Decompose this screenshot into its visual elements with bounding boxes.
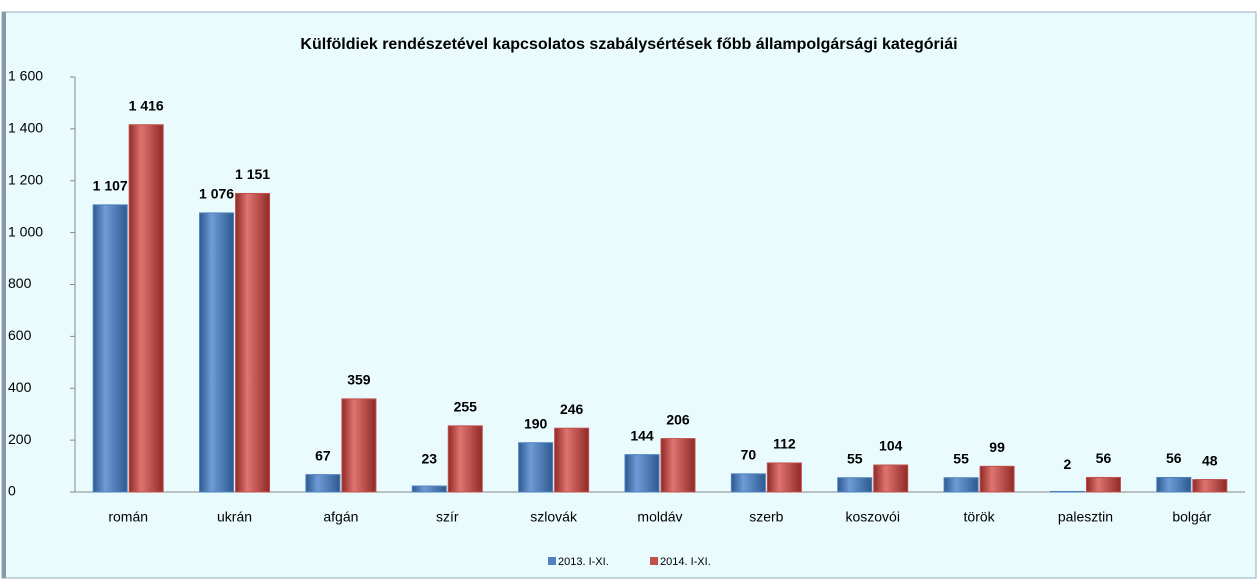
bar xyxy=(837,477,873,493)
legend-swatch xyxy=(548,557,556,565)
x-tick-label: palesztin xyxy=(1058,509,1113,525)
x-tick-label: ukrán xyxy=(217,509,252,525)
bar xyxy=(341,398,377,493)
bar xyxy=(1049,490,1085,493)
bar xyxy=(518,442,554,493)
value-label: 1 076 xyxy=(199,186,234,202)
bar xyxy=(660,438,696,493)
x-tick-label: szír xyxy=(436,509,459,525)
bar xyxy=(943,477,979,493)
value-label: 104 xyxy=(879,438,903,454)
value-label: 1 416 xyxy=(129,97,164,113)
y-tick-label: 200 xyxy=(8,431,32,447)
chart-title: Külföldiek rendészetével kapcsolatos sza… xyxy=(300,36,957,53)
bar xyxy=(979,465,1015,493)
value-label: 23 xyxy=(421,451,437,467)
value-label: 206 xyxy=(666,411,690,427)
y-tick-label: 1 000 xyxy=(8,223,43,239)
bar xyxy=(624,454,660,493)
y-tick-label: 600 xyxy=(8,327,32,343)
bar xyxy=(1156,476,1192,493)
value-label: 112 xyxy=(773,436,796,452)
x-tick-label: szlovák xyxy=(530,509,578,525)
bar xyxy=(766,462,802,493)
bar xyxy=(305,474,341,493)
bar xyxy=(447,425,483,493)
x-tick-label: afgán xyxy=(323,509,358,525)
y-tick-label: 1 200 xyxy=(8,171,43,187)
bar xyxy=(128,124,164,493)
value-label: 246 xyxy=(560,401,584,417)
value-label: 55 xyxy=(953,450,969,466)
bar xyxy=(873,464,909,493)
legend-label: 2014. I-XI. xyxy=(660,556,711,568)
value-label: 2 xyxy=(1064,456,1072,472)
bar xyxy=(1085,476,1121,493)
value-label: 1 151 xyxy=(235,166,270,182)
value-label: 56 xyxy=(1096,450,1112,466)
y-tick-label: 1 400 xyxy=(8,120,43,136)
bar xyxy=(1192,479,1228,493)
x-tick-label: bolgár xyxy=(1172,509,1211,525)
x-tick-label: koszovói xyxy=(845,509,899,525)
x-tick-label: román xyxy=(108,509,148,525)
y-tick-label: 400 xyxy=(8,379,32,395)
value-label: 144 xyxy=(630,427,654,443)
bar xyxy=(730,473,766,493)
x-tick-label: török xyxy=(964,509,996,525)
bar xyxy=(554,427,590,493)
value-label: 99 xyxy=(989,439,1005,455)
value-label: 55 xyxy=(847,450,863,466)
y-tick-label: 1 600 xyxy=(8,68,43,84)
value-label: 70 xyxy=(741,447,757,463)
value-label: 255 xyxy=(454,399,478,415)
legend-label: 2013. I-XI. xyxy=(558,556,609,568)
bar xyxy=(92,204,128,493)
value-label: 56 xyxy=(1166,450,1182,466)
value-label: 1 107 xyxy=(93,178,128,194)
value-label: 359 xyxy=(347,372,371,388)
legend-swatch xyxy=(650,557,658,565)
value-label: 48 xyxy=(1202,452,1218,468)
y-tick-label: 800 xyxy=(8,275,32,291)
chart-background xyxy=(1,11,1257,579)
x-tick-label: moldáv xyxy=(637,509,682,525)
x-tick-label: szerb xyxy=(749,509,783,525)
bar xyxy=(199,212,235,493)
left-edge xyxy=(2,12,6,578)
bar xyxy=(235,192,271,493)
value-label: 67 xyxy=(315,447,331,463)
y-tick-label: 0 xyxy=(8,483,16,499)
bar xyxy=(411,485,447,493)
value-label: 190 xyxy=(524,415,548,431)
